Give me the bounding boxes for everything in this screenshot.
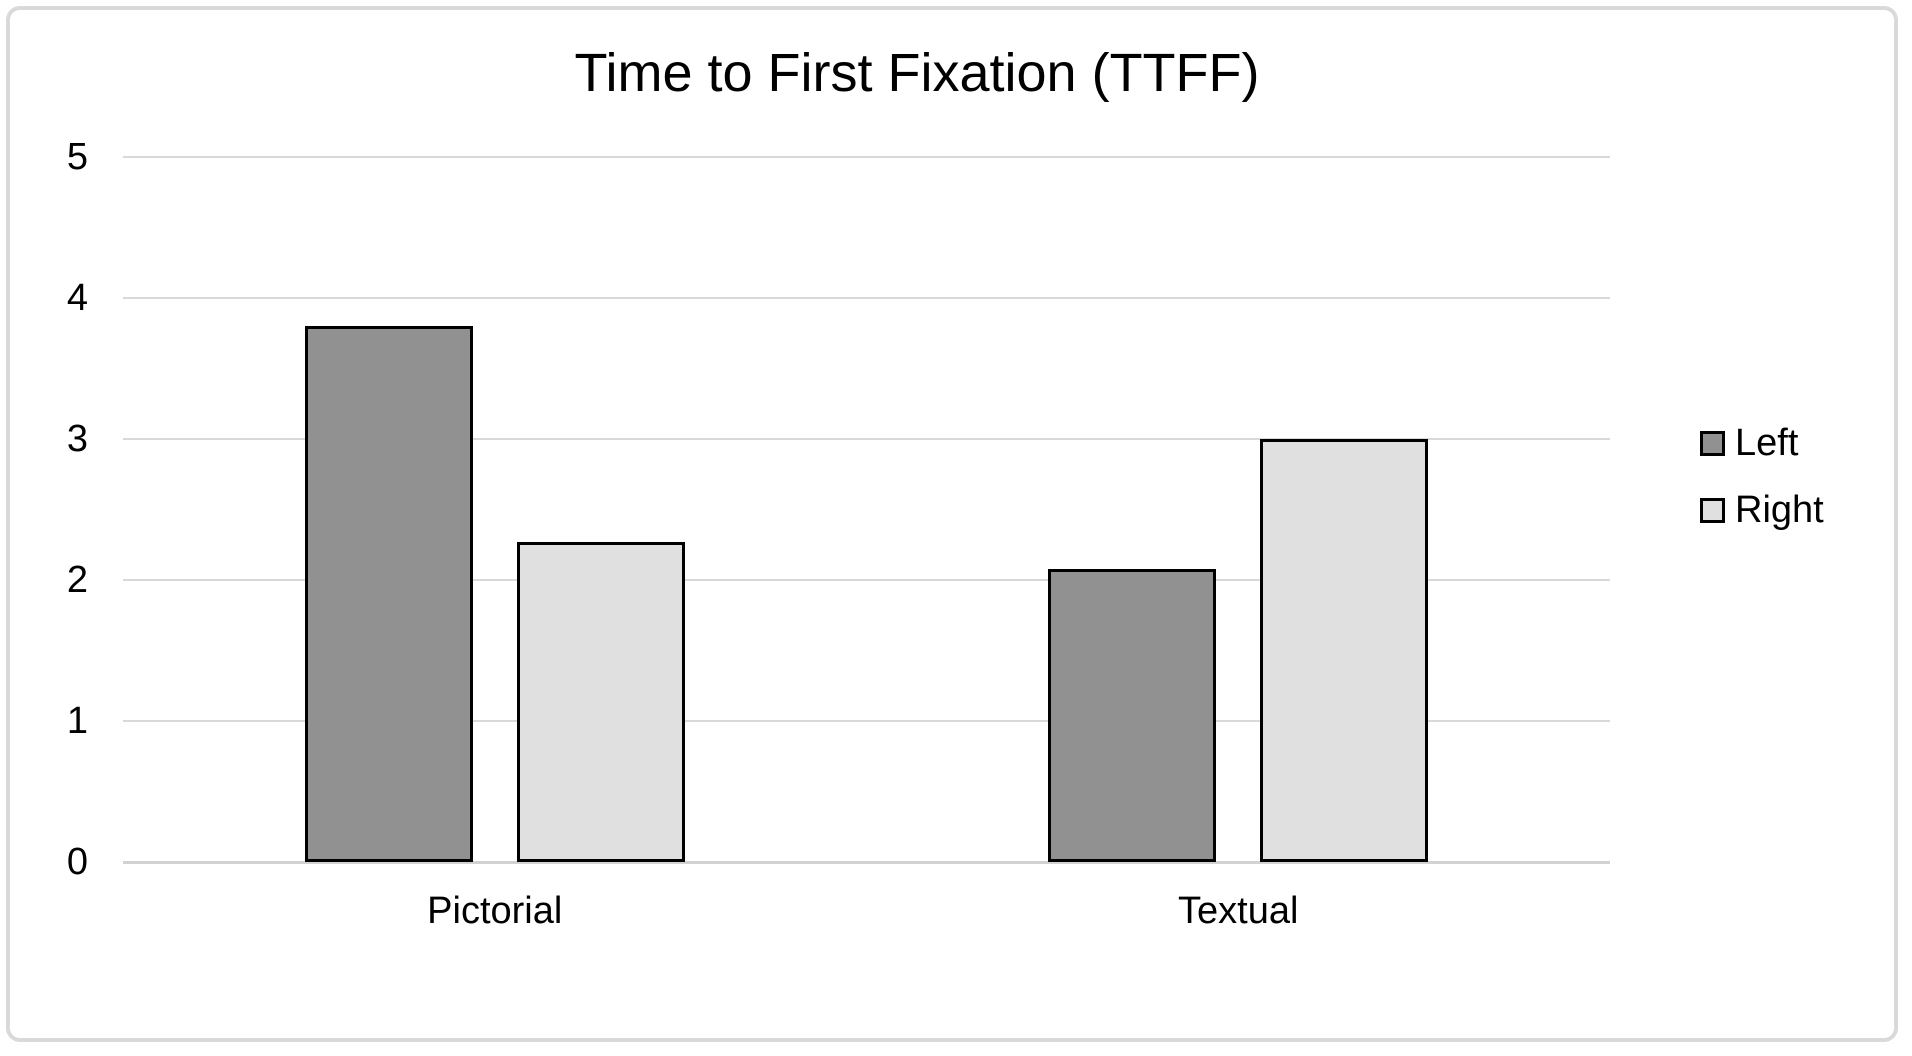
legend: Left Right bbox=[1700, 421, 1824, 555]
chart-title: Time to First Fixation (TTFF) bbox=[574, 43, 1260, 103]
bar-right-textual bbox=[1260, 439, 1429, 862]
y-tick-label: 0 bbox=[66, 841, 88, 883]
y-gridline bbox=[123, 579, 1610, 581]
legend-item-left: Left bbox=[1700, 421, 1824, 465]
bar-group-pictorial bbox=[304, 326, 685, 862]
y-gridline bbox=[123, 438, 1610, 440]
y-gridline bbox=[123, 720, 1610, 722]
y-tick-label: 1 bbox=[66, 700, 88, 742]
bar-group-textual bbox=[1048, 439, 1429, 862]
legend-label: Right bbox=[1735, 489, 1824, 531]
y-tick-label: 4 bbox=[66, 277, 88, 319]
x-category-label: Textual bbox=[1178, 890, 1299, 932]
y-gridline bbox=[123, 297, 1610, 299]
bar-right-pictorial bbox=[516, 541, 685, 862]
x-category-label: Pictorial bbox=[427, 890, 563, 932]
plot-area bbox=[123, 156, 1610, 864]
legend-label: Left bbox=[1735, 422, 1799, 464]
y-tick-label: 5 bbox=[66, 136, 88, 178]
legend-swatch-icon bbox=[1700, 430, 1725, 456]
y-gridline bbox=[123, 156, 1610, 158]
legend-swatch-icon bbox=[1700, 497, 1725, 523]
bar-left-pictorial bbox=[304, 326, 473, 862]
x-axis-line bbox=[123, 861, 1610, 864]
y-tick-label: 2 bbox=[66, 559, 88, 601]
y-tick-label: 3 bbox=[66, 418, 88, 460]
legend-item-right: Right bbox=[1700, 488, 1824, 532]
bar-left-textual bbox=[1048, 568, 1217, 862]
